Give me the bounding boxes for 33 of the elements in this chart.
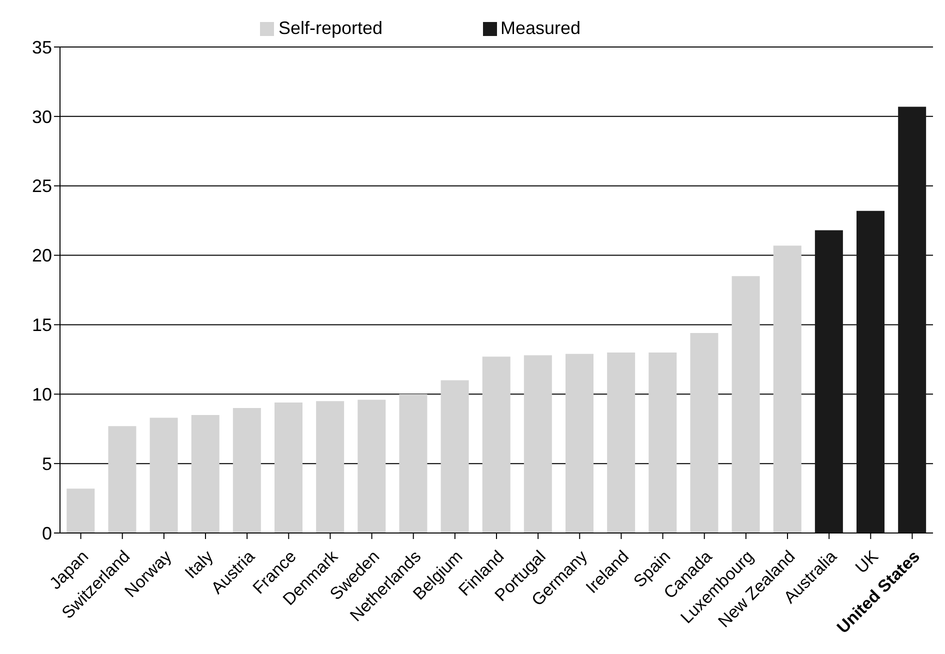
bar <box>773 246 802 533</box>
bar <box>566 354 594 533</box>
x-tick-label: UK <box>852 546 882 578</box>
legend-label: Measured <box>500 18 581 38</box>
legend-label: Self-reported <box>278 18 382 38</box>
y-tick-label: 0 <box>42 523 52 544</box>
bar <box>732 276 760 533</box>
bar <box>524 355 552 533</box>
y-tick-label: 35 <box>32 37 52 58</box>
x-tick-label: Italy <box>181 546 218 582</box>
bar <box>898 106 926 533</box>
bar <box>358 400 386 533</box>
bar <box>856 210 885 533</box>
bar <box>232 408 261 533</box>
y-tick-label: 5 <box>42 454 52 474</box>
bar <box>191 414 220 533</box>
bar <box>66 488 95 533</box>
y-tick-label: 25 <box>32 176 52 196</box>
bar <box>482 356 510 533</box>
bar <box>440 380 469 533</box>
bar <box>274 402 303 533</box>
bar <box>316 401 344 533</box>
bar <box>690 333 718 533</box>
bar <box>399 394 428 533</box>
bar <box>150 418 178 533</box>
bar <box>814 230 843 533</box>
bar <box>648 352 677 533</box>
bar <box>108 426 136 533</box>
y-tick-label: 20 <box>32 246 52 266</box>
bar <box>607 352 636 533</box>
y-tick-label: 10 <box>32 384 52 405</box>
y-tick-label: 30 <box>32 106 52 127</box>
y-tick-label: 15 <box>32 315 52 336</box>
